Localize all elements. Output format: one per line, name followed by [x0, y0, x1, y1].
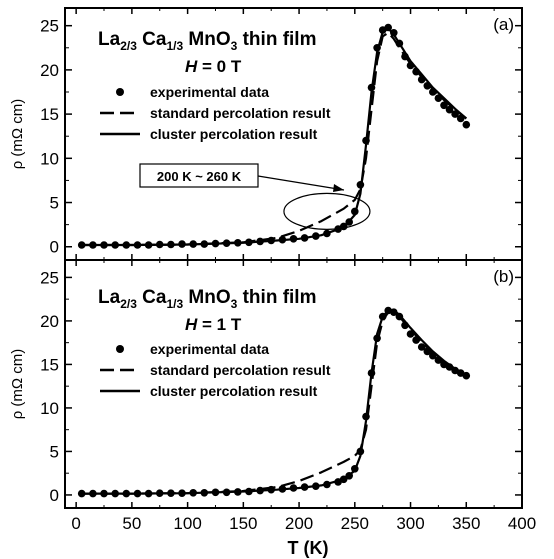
panel-label: (a) — [493, 15, 514, 34]
legend-label: cluster percolation result — [150, 126, 318, 142]
series-line-standard — [81, 311, 467, 495]
legend-marker-points — [116, 345, 124, 353]
y-axis-label: ρ (mΩ cm) — [9, 99, 26, 170]
x-tick-label: 0 — [71, 514, 80, 533]
y-tick-label: 15 — [40, 355, 59, 374]
legend-marker-points — [116, 88, 124, 96]
legend-label: experimental data — [150, 341, 269, 357]
field-symbol: H — [185, 57, 198, 76]
y-tick-label: 15 — [40, 105, 59, 124]
data-point — [434, 94, 443, 102]
annotation-ellipse — [283, 192, 371, 230]
field-symbol: H — [185, 315, 198, 334]
field-value: = 1 T — [197, 315, 242, 334]
x-tick-label: 250 — [341, 514, 369, 533]
annotation-arrow-line — [257, 175, 345, 191]
title-part: La — [98, 29, 121, 50]
x-tick-label: 200 — [285, 514, 313, 533]
legend-label: cluster percolation result — [150, 383, 318, 399]
title-subscript: 2/3 — [120, 39, 137, 53]
title-part: MnO — [183, 287, 231, 308]
y-tick-label: 10 — [40, 149, 59, 168]
title-part: La — [98, 287, 121, 308]
title-part: thin film — [237, 287, 316, 308]
title-subscript: 3 — [231, 297, 238, 311]
x-tick-label: 50 — [122, 514, 141, 533]
y-tick-label: 0 — [50, 238, 59, 257]
x-tick-label: 100 — [173, 514, 201, 533]
data-point — [417, 343, 426, 351]
data-point — [440, 101, 448, 110]
x-tick-label: 300 — [396, 514, 424, 533]
title-part: thin film — [237, 29, 316, 50]
x-tick-label: 400 — [508, 514, 536, 533]
y-tick-label: 5 — [50, 442, 59, 461]
y-tick-label: 25 — [40, 17, 59, 36]
title-subscript: 1/3 — [166, 39, 183, 53]
x-tick-label: 150 — [229, 514, 257, 533]
y-tick-label: 10 — [40, 399, 59, 418]
annotation-box — [139, 163, 259, 188]
annotation-text: 200 K ~ 260 K — [157, 169, 242, 184]
title-part: MnO — [183, 29, 231, 50]
legend-label: standard percolation result — [150, 105, 331, 121]
data-point — [445, 105, 454, 114]
y-tick-label: 20 — [40, 312, 59, 331]
field-label: H = 0 T — [185, 57, 242, 76]
annotation-arrow-head — [333, 184, 344, 192]
y-tick-label: 20 — [40, 61, 59, 80]
panel-a: 0 5 10 15 20 25 ρ (mΩ cm) (a) La2/3 Ca1/3 MnO3 t… — [9, 7, 523, 261]
y-tick-label: 5 — [50, 194, 59, 213]
field-value: = 0 T — [197, 57, 242, 76]
title-subscript: 3 — [231, 39, 238, 53]
y-axis-label: ρ (mΩ cm) — [9, 349, 26, 420]
legend-label: standard percolation result — [150, 362, 331, 378]
data-point — [462, 120, 471, 129]
series-line-cluster — [81, 27, 468, 247]
y-tick-label: 25 — [40, 268, 59, 287]
title-part: Ca — [137, 287, 167, 308]
plot-frame — [64, 259, 523, 509]
x-axis: 0 50 100 150 200 250 300 350 400 — [71, 514, 536, 533]
legend-label: experimental data — [150, 84, 269, 100]
panel-title: La2/3 Ca1/3 MnO3 thin film — [98, 29, 316, 53]
x-tick-label: 350 — [452, 514, 480, 533]
field-label: H = 1 T — [185, 315, 242, 334]
panel-title: La2/3 Ca1/3 MnO3 thin film — [98, 287, 316, 311]
panel-b: 0 5 10 15 20 25 ρ (mΩ cm) (b) La2/3 Ca1/3 MnO3 t… — [9, 259, 523, 509]
title-part: Ca — [137, 29, 167, 50]
title-subscript: 2/3 — [120, 297, 137, 311]
series-line-standard — [81, 31, 467, 247]
y-tick-label: 0 — [50, 486, 59, 505]
x-axis-label: T (K) — [288, 538, 329, 558]
title-subscript: 1/3 — [166, 297, 183, 311]
series-line-cluster — [81, 309, 467, 495]
panel-label: (b) — [493, 267, 514, 286]
